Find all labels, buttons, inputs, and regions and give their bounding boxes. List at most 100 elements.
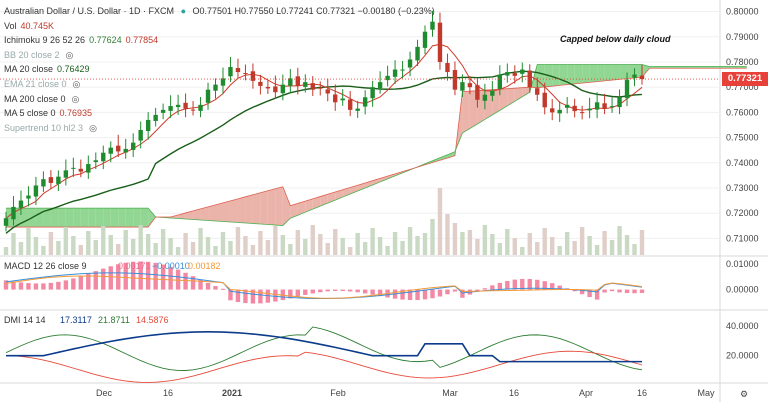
macd-histogram-bar: [3, 280, 9, 290]
ichimoku-cloud-segment: [327, 192, 336, 204]
ichimoku-cloud-segment: [724, 66, 732, 69]
supertrend-label[interactable]: Supertrend 10 hl2 3: [4, 122, 84, 133]
macd-histogram-bar: [213, 286, 218, 290]
volume-bar: [542, 228, 547, 255]
ichimoku-cloud-segment: [656, 66, 665, 69]
candle-body: [602, 103, 607, 109]
volume-bar: [41, 246, 46, 255]
ichimoku-cloud-segment: [245, 194, 253, 224]
candle-body: [340, 98, 345, 101]
volume-bar: [355, 233, 360, 255]
macd-histogram-bar: [220, 288, 226, 290]
macd-histogram-bar: [535, 279, 540, 290]
candle-body: [347, 99, 353, 110]
macd-histogram-bar: [340, 289, 345, 291]
time-axis-label: Apr: [579, 388, 593, 398]
candle-body: [550, 108, 555, 113]
ichimoku-cloud-segment: [686, 66, 695, 69]
candle-body: [400, 69, 405, 71]
ichimoku-cloud-segment: [237, 196, 246, 224]
volume-bar: [318, 234, 323, 255]
macd-histogram-bar: [512, 279, 517, 290]
ichimoku-cloud-segment: [619, 64, 628, 80]
ichimoku-cloud-segment: [125, 208, 134, 228]
macd-histogram-bar: [235, 289, 241, 302]
candle-body: [355, 108, 360, 111]
candle-body: [41, 179, 46, 187]
ichimoku-cloud-segment: [499, 88, 508, 111]
candle-body: [160, 109, 166, 113]
candle-body: [624, 79, 630, 99]
macd-histogram-bar: [145, 261, 151, 290]
candle-body: [78, 168, 84, 172]
candle-body: [564, 104, 570, 108]
candle-body: [265, 86, 271, 89]
candle-body: [377, 82, 383, 89]
price-axis-label: 0.72000: [726, 208, 759, 218]
macd-histogram-bar: [56, 281, 61, 290]
macd-label: MACD 12 26 close 9: [4, 261, 87, 271]
eye-hidden-icon[interactable]: ◎: [72, 78, 81, 89]
volume-bar: [475, 239, 480, 255]
ichimoku-cloud-segment: [552, 64, 560, 87]
price-axis-label: 0.77000: [726, 82, 759, 92]
volume-bar: [48, 232, 54, 255]
ichimoku-cloud-segment: [133, 208, 141, 228]
ichimoku-cloud-segment: [80, 208, 89, 228]
macd-histogram-bar: [572, 289, 577, 292]
ma5-line: [5, 43, 643, 219]
macd-histogram-bar: [639, 289, 645, 293]
volume-bar: [138, 225, 143, 255]
volume-bar: [116, 244, 121, 255]
ichimoku-cloud-segment: [709, 66, 717, 69]
ichimoku-cloud-segment: [372, 178, 381, 185]
volume-bar: [101, 226, 106, 255]
ema21-label[interactable]: EMA 21 close 0: [4, 78, 67, 89]
candle-body: [572, 105, 577, 112]
candle-body: [205, 89, 211, 103]
ichimoku-cloud-segment: [387, 173, 396, 179]
bb-label[interactable]: BB 20 close 2: [4, 49, 60, 60]
volume-bar: [168, 238, 173, 255]
macd-histogram-bar: [123, 262, 128, 290]
symbol-title: Australian Dollar / U.S. Dollar · 1D · F…: [4, 6, 175, 16]
ichimoku-cloud-segment: [350, 185, 358, 195]
ichimoku-cloud-segment: [65, 208, 74, 228]
ma200-label[interactable]: MA 200 close 0: [4, 93, 66, 104]
vol-label: Vol: [4, 20, 17, 31]
macd-histogram-bar: [310, 289, 315, 294]
macd-histogram-bar: [460, 289, 465, 298]
eye-hidden-icon[interactable]: ◎: [89, 122, 97, 133]
ma5-label[interactable]: MA 5 close 0: [4, 108, 56, 119]
volume-bar: [175, 247, 181, 255]
volume-bar: [497, 243, 503, 255]
volume-bar: [93, 240, 98, 255]
candle-body: [445, 62, 450, 73]
eye-hidden-icon[interactable]: ◎: [65, 49, 74, 60]
last-price-tag: 0.77321: [722, 72, 768, 87]
candle-body: [557, 109, 562, 114]
volume-bar: [205, 237, 211, 255]
candle-body: [116, 145, 121, 152]
dmi-value-1: 17.3117: [60, 315, 92, 325]
ichimoku-cloud-segment: [567, 64, 575, 85]
ichimoku-cloud-segment: [649, 66, 657, 69]
candle-body: [153, 114, 158, 121]
volume-bar: [392, 232, 398, 255]
volume-bar: [385, 246, 390, 255]
volume-bar: [340, 238, 345, 255]
eye-hidden-icon[interactable]: ◎: [71, 93, 80, 104]
ichimoku-label[interactable]: Ichimoku 9 26 52 26: [4, 35, 86, 46]
price-axis-label: 0.80000: [726, 7, 759, 17]
ichimoku-cloud-segment: [35, 208, 44, 228]
macd-histogram-bar: [475, 289, 480, 292]
candle-body: [422, 31, 428, 48]
volume-bar: [3, 247, 9, 255]
volume-bar: [624, 235, 630, 255]
ma20-label[interactable]: MA 20 close: [4, 64, 54, 75]
di-minus-line: [5, 350, 643, 383]
ichimoku-cloud-segment: [297, 201, 306, 216]
ichimoku-cloud-segment: [432, 157, 440, 163]
